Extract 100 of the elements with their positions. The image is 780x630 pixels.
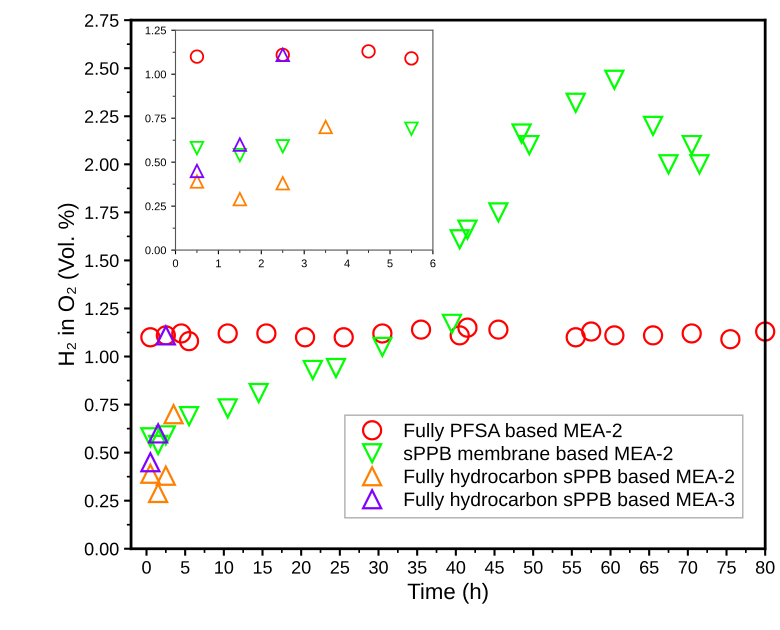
point [450,325,470,346]
point [372,336,393,358]
point [190,174,204,189]
x-tick-label: 10 [215,561,234,574]
point [361,44,376,58]
point [404,51,419,66]
x-tick-label: 65 [640,561,658,574]
x-tick-label: 25 [330,561,350,574]
point [404,122,419,136]
point [372,323,393,344]
x-tick-label: 35 [408,561,426,574]
legend-label: Fully hydrocarbon sPPB based MEA-3 [404,492,734,510]
y-tick-label: 0.75 [84,398,118,412]
point [450,229,470,250]
point [682,323,702,344]
x-tick-label: 5 [387,260,393,268]
point [302,360,323,380]
point [658,154,679,174]
point [604,325,625,346]
point [163,404,184,424]
point [604,70,625,90]
point [410,319,432,340]
point [488,202,509,223]
x-tick-label: 80 [756,561,775,574]
x-tick-label: 2 [258,259,264,268]
point [276,139,290,154]
x-tick-label: 70 [678,561,698,574]
point [190,140,204,156]
point [566,92,586,113]
point [218,323,238,344]
point [190,164,204,178]
point [148,434,168,456]
x-tick-label: 6 [430,259,436,268]
y-tick-label: 0.75 [145,114,166,122]
point [642,116,664,136]
point [140,327,161,348]
point [720,329,741,350]
x-tick-label: 30 [369,561,388,574]
y-tick-label: 0.25 [84,494,118,508]
point [218,398,238,419]
point [156,466,176,486]
x-tick-label: 5 [180,561,190,574]
point [190,49,204,64]
legend-label: Fully PFSA based MEA-2 [404,423,622,442]
legend-label: sPPB membrane based MEA-2 [404,446,672,460]
x-tick-label: 0 [142,561,151,574]
x-tick-label: 45 [484,561,504,574]
point [156,425,176,446]
point [232,137,248,152]
point [140,427,161,448]
point [318,120,333,134]
point [148,423,168,444]
point [581,321,602,342]
x-axis-title: Time (h) [408,582,488,604]
point [689,154,710,174]
x-tick-label: 3 [302,259,307,268]
point [642,325,664,346]
y-tick-label: 2.25 [85,110,118,123]
x-tick-label: 60 [601,561,620,574]
point [178,331,200,352]
point [442,314,462,334]
legend-label: Fully hydrocarbon sPPB based MEA-2 [404,468,734,488]
point [566,327,586,348]
y-tick-label: 1.50 [85,254,119,268]
x-tick-label: 15 [254,561,272,574]
y-tick-label: 0.00 [84,542,119,556]
y-tick-label: 1.25 [85,302,118,316]
point [334,327,354,348]
x-tick-label: 4 [344,260,350,268]
point [178,406,200,426]
y-axis-title: H₂ in O₂ (Vol. %) [58,204,79,365]
x-tick-label: 55 [562,561,582,574]
point [276,176,290,190]
point [326,358,346,378]
point [488,319,509,340]
point [755,321,776,342]
y-tick-label: 2.00 [85,158,119,172]
point [294,327,316,348]
x-tick-label: 1 [216,260,221,268]
x-tick-label: 40 [446,561,466,574]
y-tick-label: 1.00 [146,70,166,78]
y-tick-label: 1.25 [146,26,166,34]
y-tick-label: 2.50 [85,62,119,75]
y-tick-label: 0.50 [84,446,119,460]
y-tick-label: 1.00 [85,350,119,364]
point [682,134,702,156]
point [457,318,478,338]
point [171,323,192,344]
point [140,464,161,484]
point [248,382,269,404]
y-tick-label: 0.25 [145,202,166,210]
point [256,323,277,344]
y-tick-label: 1.75 [85,206,118,220]
y-tick-label: 0.50 [145,158,166,166]
point [232,192,248,206]
x-tick-label: 20 [292,561,311,574]
x-tick-label: 0 [172,259,178,268]
y-tick-label: 2.75 [85,14,118,27]
point [519,134,540,156]
x-tick-label: 75 [717,561,736,574]
